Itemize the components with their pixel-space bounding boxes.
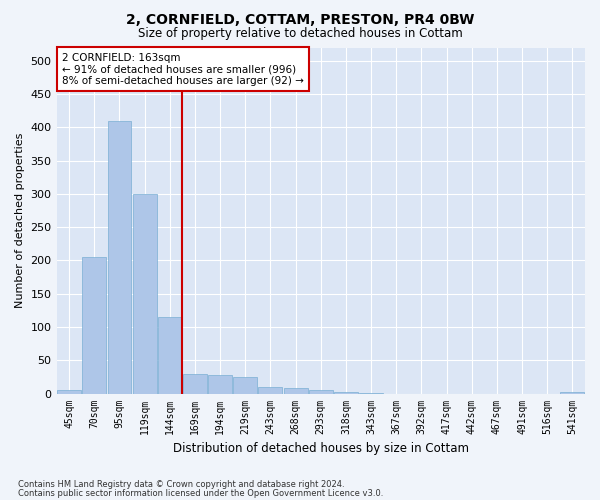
Bar [57,390,81,394]
Bar [259,387,283,394]
Bar [158,317,182,394]
Text: 2, CORNFIELD, COTTAM, PRESTON, PR4 0BW: 2, CORNFIELD, COTTAM, PRESTON, PR4 0BW [126,12,474,26]
Bar [107,120,131,394]
Text: Contains public sector information licensed under the Open Government Licence v3: Contains public sector information licen… [18,488,383,498]
Text: Size of property relative to detached houses in Cottam: Size of property relative to detached ho… [137,28,463,40]
X-axis label: Distribution of detached houses by size in Cottam: Distribution of detached houses by size … [173,442,469,455]
Bar [359,393,383,394]
Bar [133,194,157,394]
Bar [560,392,584,394]
Bar [233,377,257,394]
Bar [208,375,232,394]
Bar [284,388,308,394]
Bar [82,257,106,394]
Bar [183,374,207,394]
Y-axis label: Number of detached properties: Number of detached properties [15,133,25,308]
Text: 2 CORNFIELD: 163sqm
← 91% of detached houses are smaller (996)
8% of semi-detach: 2 CORNFIELD: 163sqm ← 91% of detached ho… [62,52,304,86]
Bar [309,390,333,394]
Text: Contains HM Land Registry data © Crown copyright and database right 2024.: Contains HM Land Registry data © Crown c… [18,480,344,489]
Bar [334,392,358,394]
